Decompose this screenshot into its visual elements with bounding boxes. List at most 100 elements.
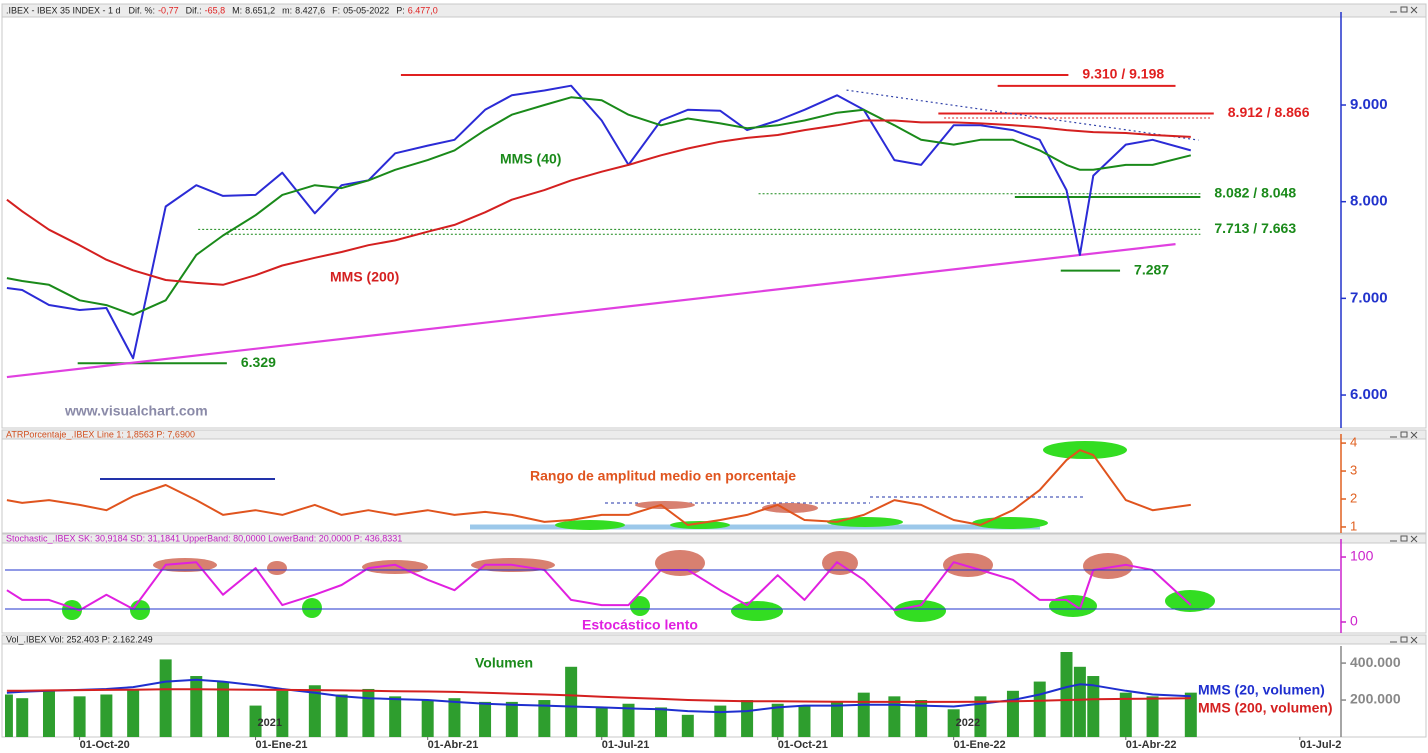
volume-bar [479,701,492,737]
maximize-button[interactable] [1400,535,1408,542]
volume-bar [249,705,262,737]
header-field-label: F: [332,5,340,15]
highlight-ellipse [1165,590,1215,612]
volume-bar [538,700,551,737]
header-field-value: -65,8 [205,5,226,15]
highlight-ellipse [1049,595,1097,617]
header-title: .IBEX - IBEX 35 INDEX - 1 d [6,5,121,15]
close-button[interactable] [1410,636,1418,644]
volume-bar [771,703,784,737]
volume-bar [1073,666,1086,737]
plot-area [6,74,1214,379]
volume-bar [681,714,694,737]
window-controls [1390,431,1418,439]
year-label: 2021 [258,717,282,729]
volume-bar [1119,692,1132,737]
maximize-button[interactable] [1400,6,1408,13]
highlight-ellipse [655,550,705,576]
y-tick-label: 1 [1350,518,1357,533]
x-tick-label: 01-Jul-21 [602,739,650,751]
annotation: www.visualchart.com [64,403,208,419]
volume-bar [595,707,608,737]
y-tick-label: 0 [1350,613,1358,629]
annotation: Rango de amplitud medio en porcentaje [530,468,796,484]
series-line [6,678,1191,714]
y-tick-label: 400.000 [1350,654,1401,670]
volume-bar [798,705,811,737]
series-name: MMS (200) [330,269,399,285]
volume-bar [448,698,461,737]
header-field-value: 05-05-2022 [343,5,389,15]
pane-header-bar [1,429,1427,440]
plot-area [6,561,1192,612]
level-label: 7.713 / 7.663 [1214,220,1296,236]
volume-bar [73,696,86,737]
window-controls [1390,6,1418,14]
stochastic-decorations [62,550,1215,622]
x-tick-label: 01-Jul-2 [1300,739,1342,751]
pane-header: Stochastic_.IBEX SK: 30,9184 SD: 31,1841… [6,533,402,543]
highlight-ellipse [630,596,650,616]
maximize-button[interactable] [1400,636,1408,643]
x-tick-label: 01-Ene-21 [256,739,308,751]
volume-bar [714,705,727,737]
header-field-label: M: [232,5,242,15]
x-tick-label: 01-Oct-21 [778,739,828,751]
series-line [6,84,1192,360]
close-button[interactable] [1410,431,1418,439]
volume-bar [505,701,518,737]
pane-header-bar [1,533,1427,544]
highlight-ellipse [1083,553,1133,579]
highlight-ellipse [555,520,625,530]
header-field-label: Dif. %: [129,5,156,15]
volume-bar [389,696,402,737]
level-label: 8.082 / 8.048 [1214,184,1296,200]
highlight-ellipse [1043,441,1127,459]
volume-bar [655,707,668,737]
highlight-ellipse [894,600,946,622]
window-controls [1390,636,1418,644]
volume-bar [1184,692,1197,737]
volume-bar [421,700,434,737]
header-field-label: P: [396,5,405,15]
series-line [6,688,1191,703]
volume-bar [335,694,348,737]
volume-bar [1146,696,1159,737]
y-tick-label: 7.000 [1350,289,1388,306]
volume-bar [217,681,230,737]
level-label: 9.310 / 9.198 [1082,66,1164,82]
y-tick-label: 200.000 [1350,691,1401,707]
level-label: 6.329 [241,354,276,370]
volume-bar [308,685,321,737]
header-field-value: 8.427,6 [295,5,325,15]
highlight-ellipse [731,601,783,621]
close-button[interactable] [1410,535,1418,543]
pane-header: ATRPorcentaje_.IBEX Line 1: 1,8563 P: 7,… [6,429,195,439]
header-field-label: Dif.: [186,5,202,15]
x-tick-label: 01-Abr-22 [1126,739,1177,751]
y-tick-label: 3 [1350,462,1357,477]
pane-header: Vol_.IBEX Vol: 252.403 P: 2.162.249 [6,634,153,644]
trend-line [846,89,1199,141]
volume-bar [888,696,901,737]
series-line [6,561,1192,612]
volume-bar [1006,690,1019,737]
volume-bar [159,659,172,737]
volume-bar [42,690,55,737]
volume-bar [16,698,29,737]
volume-bar [947,709,960,737]
close-button[interactable] [1410,6,1418,14]
maximize-button[interactable] [1400,431,1408,438]
plot-area [5,652,1197,737]
series-line [6,96,1192,316]
highlight-ellipse [302,598,322,618]
series-name: MMS (200, volumen) [1198,700,1333,716]
highlight-ellipse [635,501,695,509]
y-tick-label: 4 [1350,435,1357,450]
volume-bar [565,666,578,737]
volume-bar [1033,681,1046,737]
volume-bar [100,694,113,737]
